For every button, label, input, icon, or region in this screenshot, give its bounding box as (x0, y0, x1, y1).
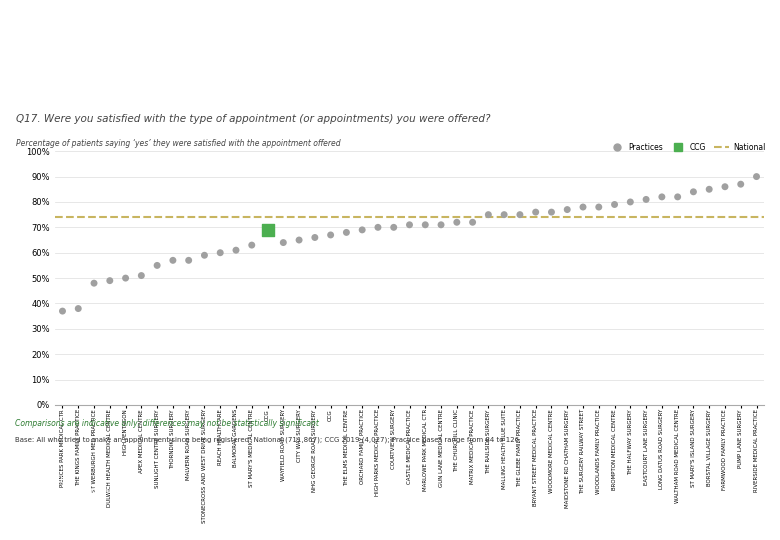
Point (324, 231, 337, 239)
Text: Base: All who tried to make an appointment since being registered: National (711: Base: All who tried to make an appointme… (16, 436, 519, 443)
Point (388, 223, 400, 232)
Point (403, 220, 416, 229)
Point (608, 200, 621, 209)
Text: 32: 32 (381, 487, 399, 501)
Point (640, 195, 652, 204)
Point (230, 246, 243, 254)
Point (56, 307, 69, 315)
Point (246, 241, 258, 249)
Point (277, 238, 289, 247)
Point (309, 233, 321, 242)
Point (104, 276, 116, 285)
Point (718, 183, 731, 191)
Point (419, 220, 431, 229)
Point (135, 271, 147, 280)
Point (451, 218, 463, 227)
Point (214, 248, 226, 257)
Point (593, 202, 605, 211)
Point (750, 172, 763, 181)
Point (167, 256, 179, 265)
Point (672, 193, 684, 201)
Point (545, 208, 558, 217)
Point (735, 180, 747, 188)
Point (498, 210, 510, 219)
Point (656, 193, 668, 201)
Point (561, 205, 573, 214)
Point (356, 226, 368, 234)
Point (261, 226, 274, 234)
Point (576, 202, 589, 211)
Legend: Practices, CCG, National: Practices, CCG, National (606, 140, 768, 154)
Point (183, 256, 195, 265)
Point (466, 218, 479, 227)
Point (624, 198, 636, 206)
Point (703, 185, 715, 193)
Point (434, 220, 447, 229)
Point (292, 235, 305, 244)
Text: Q17. Were you satisfied with the type of appointment (or appointments) you were : Q17. Were you satisfied with the type of… (16, 114, 490, 124)
Text: Percentage of patients saying ‘yes’ they were satisfied with the appointment off: Percentage of patients saying ‘yes’ they… (16, 139, 340, 147)
Point (514, 210, 526, 219)
Point (372, 223, 385, 232)
Point (340, 228, 353, 237)
Point (482, 210, 495, 219)
Text: Comparisons are indicative only; differences may not be statistically significan: Comparisons are indicative only; differe… (16, 418, 319, 428)
Text: © Ipsos MORI   18-042653-01 | Version 1 | Public: © Ipsos MORI 18-042653-01 | Version 1 | … (16, 517, 186, 525)
Point (88, 279, 101, 287)
Point (687, 187, 700, 196)
Point (119, 274, 132, 282)
Point (530, 208, 542, 217)
Text: Satisfaction with appointment offered:
how the CCG’s practices compare: Satisfaction with appointment offered: h… (16, 23, 445, 64)
Text: Ipsos MORI
Social Research Institute: Ipsos MORI Social Research Institute (16, 476, 119, 495)
Point (198, 251, 211, 260)
Point (72, 304, 84, 313)
Point (151, 261, 163, 269)
